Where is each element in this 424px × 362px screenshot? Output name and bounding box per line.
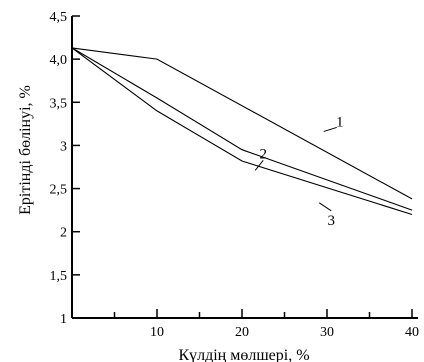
x-tick-label: 30: [320, 325, 334, 340]
series-line-3: [71, 47, 413, 216]
x-axis-title: Күлдің мөлшері, %: [178, 347, 309, 362]
y-tick-label: 3: [60, 139, 67, 154]
y-tick-label: 1,5: [50, 269, 68, 284]
y-tick-label: 1: [60, 312, 67, 327]
series-line-1: [71, 47, 413, 200]
x-tick-label: 10: [150, 325, 164, 340]
ticks: [72, 15, 413, 319]
x-tick-label: 40: [405, 325, 419, 340]
curve-leader-2: [254, 160, 264, 171]
curve-labels: 1 2 3: [254, 114, 344, 229]
curve-leader-3: [318, 202, 332, 212]
y-tick-label: 4,5: [50, 10, 68, 25]
curve-label-3: 3: [328, 213, 336, 229]
y-axis-title: Ерітінді бөлінуі, %: [17, 85, 34, 215]
curve-label-1: 1: [336, 114, 344, 130]
y-tick-label: 2: [60, 226, 67, 241]
curve-label-2: 2: [260, 146, 268, 162]
series-line-2: [71, 47, 413, 211]
y-tick-label: 3,5: [50, 96, 68, 111]
axes: [71, 16, 418, 319]
series-lines: [71, 47, 413, 216]
curve-leader-1: [323, 126, 337, 132]
y-tick-label: 2,5: [50, 183, 68, 198]
x-tick-label: 20: [235, 325, 249, 340]
tick-labels: 1 1,5 2 2,5 3 3,5 4,0 4,5 10 20 30 40: [50, 10, 420, 340]
y-tick-label: 4,0: [50, 53, 68, 68]
